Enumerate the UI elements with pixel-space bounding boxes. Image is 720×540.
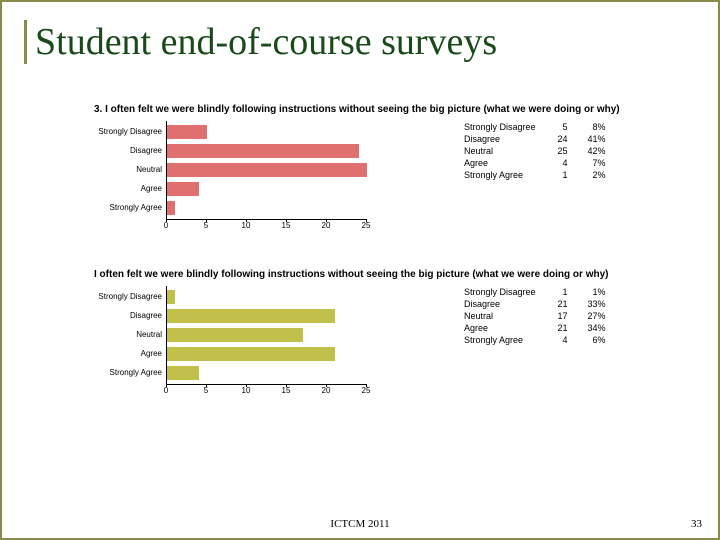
chart-2-area: Strongly Disagree Disagree Neutral Agree Str…: [94, 286, 384, 406]
tick-label: 5: [198, 221, 214, 230]
chart-1-legend: Strongly Disagree58%Disagree2441%Neutral…: [464, 121, 616, 181]
legend-count: 4: [546, 157, 578, 169]
legend-category: Strongly Agree: [464, 334, 546, 346]
chart-2-row: Strongly DisagreeDisagreeNeutralAgreeStr…: [94, 286, 666, 406]
legend-percent: 7%: [578, 157, 616, 169]
bar: [167, 366, 199, 380]
legend-count: 25: [546, 145, 578, 157]
legend-count: 21: [546, 298, 578, 310]
legend-category: Disagree: [464, 298, 546, 310]
legend-row: Strongly Agree12%: [464, 169, 616, 181]
tick-label: 10: [238, 386, 254, 395]
legend-percent: 8%: [578, 121, 616, 133]
tick-label: 0: [158, 386, 174, 395]
legend-count: 5: [546, 121, 578, 133]
legend-row: Neutral2542%: [464, 145, 616, 157]
tick-label: 5: [198, 386, 214, 395]
footer-center: ICTCM 2011: [2, 518, 718, 530]
bar: [167, 309, 335, 323]
tick-label: 10: [238, 221, 254, 230]
category-label: Strongly Agree: [94, 204, 162, 212]
category-label: Disagree: [94, 147, 162, 155]
tick-label: 25: [358, 386, 374, 395]
legend-category: Neutral: [464, 310, 546, 322]
chart-1-area: Strongly Disagree Disagree Neutral Agree Str…: [94, 121, 384, 241]
tick-label: 20: [318, 386, 334, 395]
legend-row: Agree2134%: [464, 322, 616, 334]
bar: [167, 125, 207, 139]
category-label: Agree: [94, 350, 162, 358]
chart-1-block: 3. I often felt we were blindly followin…: [94, 104, 666, 241]
legend-row: Agree47%: [464, 157, 616, 169]
tick-label: 20: [318, 221, 334, 230]
category-label: Neutral: [94, 331, 162, 339]
legend-percent: 27%: [578, 310, 616, 322]
legend-count: 4: [546, 334, 578, 346]
legend-category: Neutral: [464, 145, 546, 157]
legend-count: 17: [546, 310, 578, 322]
chart-2-block: I often felt we were blindly following i…: [94, 269, 666, 406]
legend-count: 1: [546, 169, 578, 181]
bar: [167, 347, 335, 361]
slide-title: Student end-of-course surveys: [35, 20, 696, 64]
chart-1-legend-table: Strongly Disagree58%Disagree2441%Neutral…: [464, 121, 616, 181]
legend-percent: 1%: [578, 286, 616, 298]
legend-count: 21: [546, 322, 578, 334]
legend-row: Strongly Disagree11%: [464, 286, 616, 298]
legend-percent: 34%: [578, 322, 616, 334]
footer-page-number: 33: [691, 518, 702, 530]
legend-row: Disagree2441%: [464, 133, 616, 145]
bar: [167, 144, 359, 158]
legend-percent: 6%: [578, 334, 616, 346]
tick-label: 15: [278, 386, 294, 395]
legend-count: 1: [546, 286, 578, 298]
bar: [167, 163, 367, 177]
category-label: Strongly Disagree: [94, 293, 162, 301]
title-accent: Student end-of-course surveys: [24, 20, 696, 64]
slide-frame: Student end-of-course surveys 3. I often…: [0, 0, 720, 540]
legend-category: Agree: [464, 322, 546, 334]
legend-row: Strongly Disagree58%: [464, 121, 616, 133]
chart-2-legend-table: Strongly Disagree11%Disagree2133%Neutral…: [464, 286, 616, 346]
chart-1-row: Strongly DisagreeDisagreeNeutralAgreeStr…: [94, 121, 666, 241]
legend-count: 24: [546, 133, 578, 145]
chart-1-question: 3. I often felt we were blindly followin…: [94, 104, 666, 115]
legend-category: Disagree: [464, 133, 546, 145]
chart-2-plot: [166, 286, 367, 385]
legend-percent: 2%: [578, 169, 616, 181]
category-label: Strongly Agree: [94, 369, 162, 377]
category-label: Neutral: [94, 166, 162, 174]
legend-row: Neutral1727%: [464, 310, 616, 322]
bar: [167, 290, 175, 304]
bar: [167, 201, 175, 215]
bar: [167, 328, 303, 342]
category-label: Disagree: [94, 312, 162, 320]
legend-percent: 42%: [578, 145, 616, 157]
legend-category: Strongly Disagree: [464, 121, 546, 133]
tick-label: 0: [158, 221, 174, 230]
legend-percent: 41%: [578, 133, 616, 145]
chart-1-plot: [166, 121, 367, 220]
legend-row: Disagree2133%: [464, 298, 616, 310]
legend-percent: 33%: [578, 298, 616, 310]
tick-label: 15: [278, 221, 294, 230]
category-label: Strongly Disagree: [94, 128, 162, 136]
legend-category: Strongly Disagree: [464, 286, 546, 298]
legend-category: Strongly Agree: [464, 169, 546, 181]
legend-category: Agree: [464, 157, 546, 169]
tick-label: 25: [358, 221, 374, 230]
legend-row: Strongly Agree46%: [464, 334, 616, 346]
bar: [167, 182, 199, 196]
chart-2-question: I often felt we were blindly following i…: [94, 269, 666, 280]
chart-2-legend: Strongly Disagree11%Disagree2133%Neutral…: [464, 286, 616, 346]
category-label: Agree: [94, 185, 162, 193]
